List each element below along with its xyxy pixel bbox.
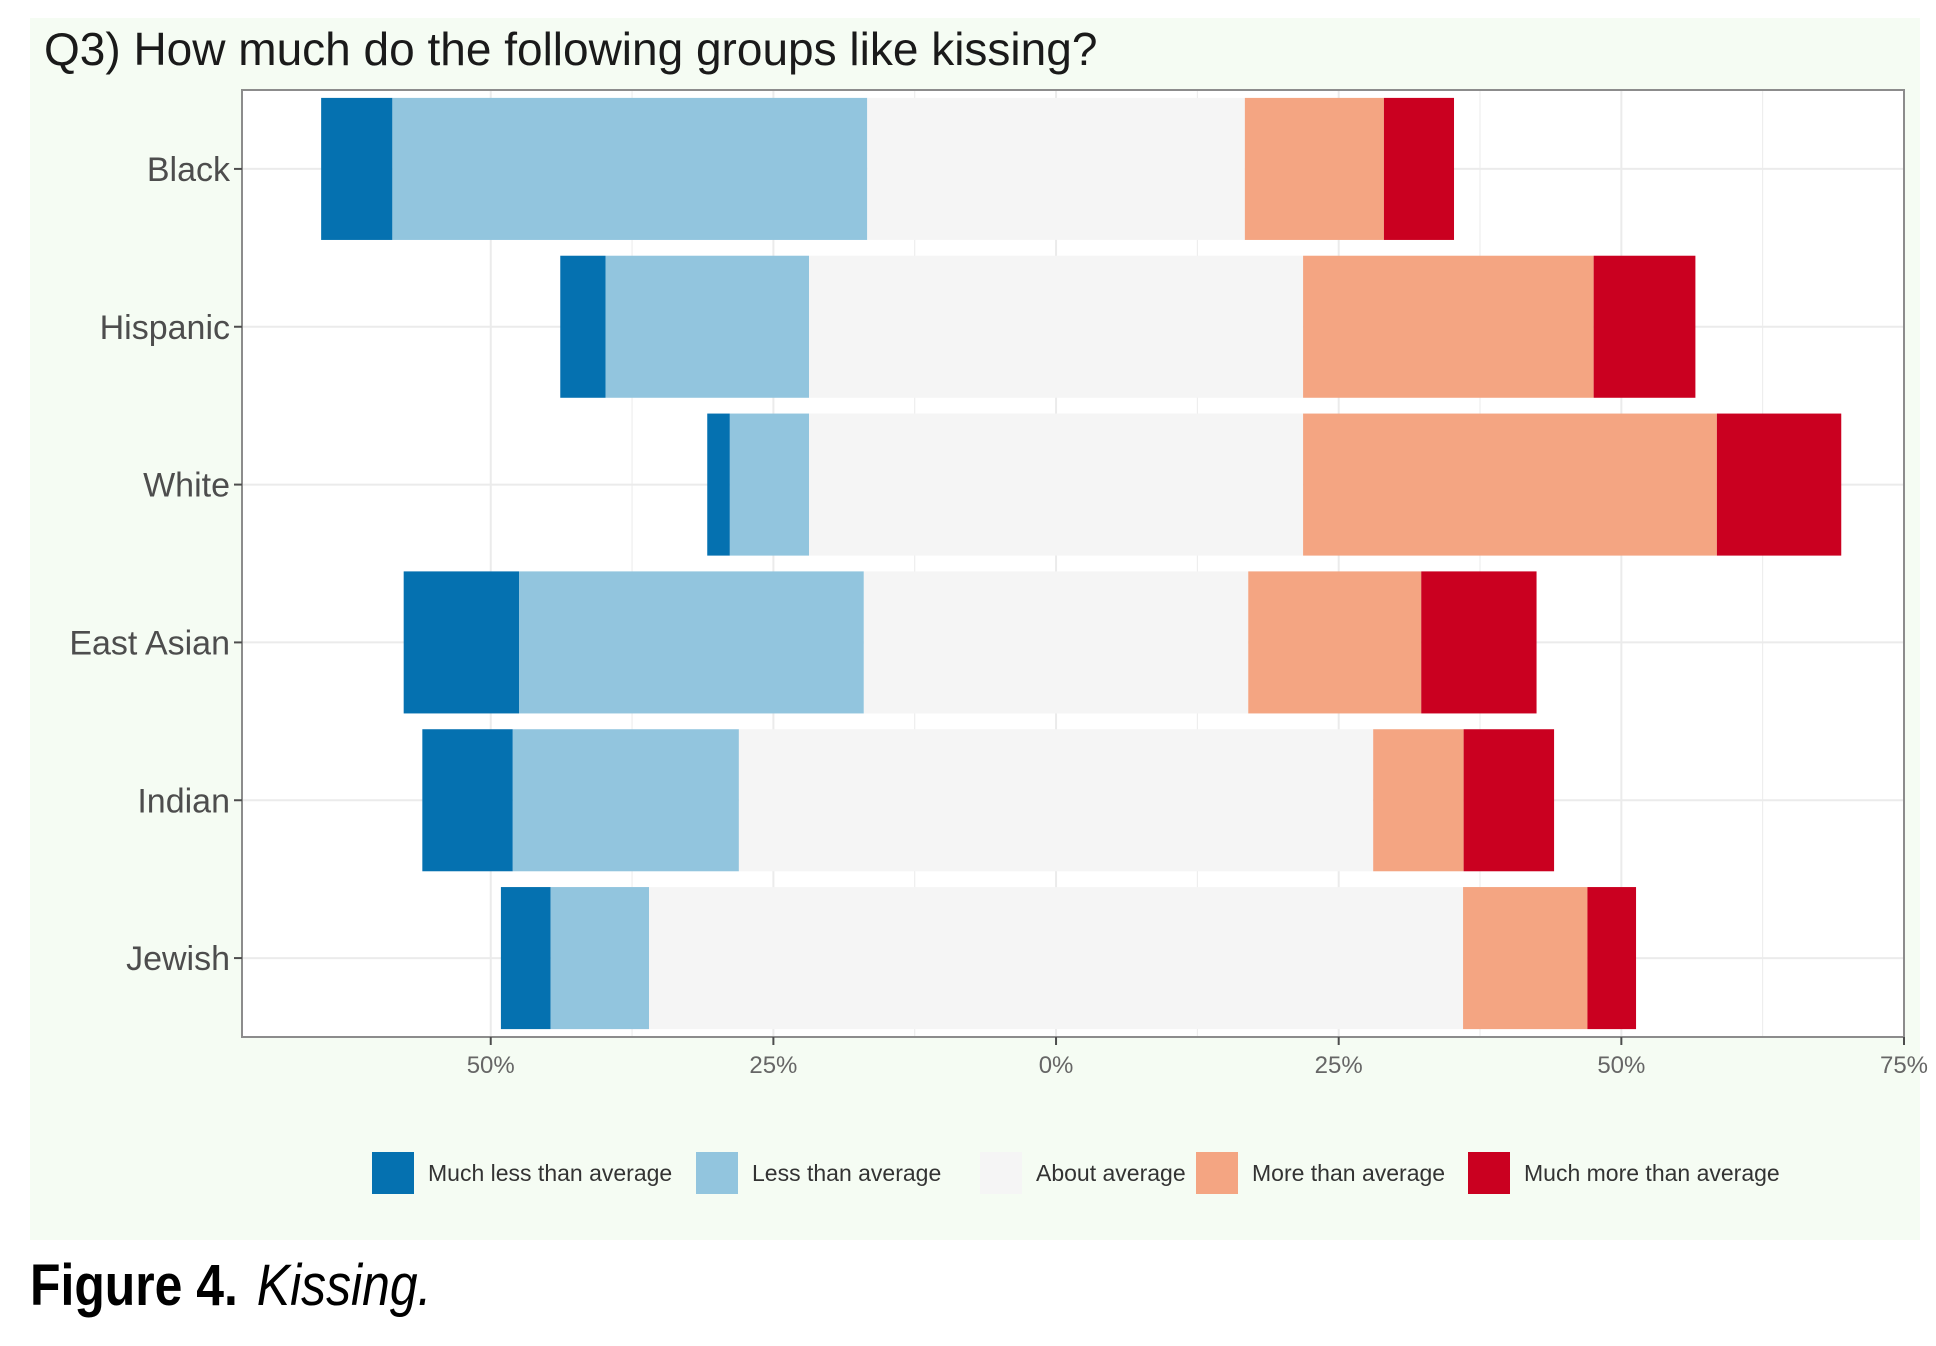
bar-hispanic-series-4	[1303, 255, 1594, 398]
legend-label-5: Much more than average	[1524, 1160, 1780, 1186]
caption-label: Figure 4.	[30, 1253, 238, 1318]
legend-swatch-2	[696, 1152, 738, 1194]
x-tick-label: 25%	[1315, 1052, 1363, 1079]
bar-indian-series-2	[512, 729, 739, 872]
y-tick-label: Jewish	[126, 940, 230, 978]
bar-hispanic-series-2	[605, 255, 810, 398]
legend-label-2: Less than average	[752, 1160, 941, 1186]
bar-east-asian-series-5	[1421, 571, 1537, 714]
bar-hispanic-series-1	[560, 255, 606, 398]
legend-swatch-1	[372, 1152, 414, 1194]
bar-black-series-5	[1383, 97, 1455, 240]
chart-title: Q3) How much do the following groups lik…	[44, 23, 1098, 75]
x-tick-label: 25%	[749, 1052, 797, 1079]
legend-swatch-4	[1196, 1152, 1238, 1194]
plot-background	[242, 90, 1904, 1037]
bar-black-series-1	[321, 97, 393, 240]
bar-indian-series-3	[738, 729, 1374, 872]
legend-label-3: About average	[1036, 1160, 1186, 1186]
y-tick-label: Hispanic	[100, 309, 230, 347]
bar-hispanic-series-5	[1593, 255, 1696, 398]
x-tick-label: 0%	[1039, 1052, 1074, 1079]
figure-caption: Figure 4. Kissing.	[30, 1252, 431, 1319]
y-tick-label: Indian	[137, 782, 230, 820]
bar-jewish-series-5	[1587, 887, 1637, 1030]
bar-hispanic-series-3	[809, 255, 1304, 398]
y-tick-label: Black	[147, 151, 231, 189]
bar-jewish-series-3	[649, 887, 1464, 1030]
x-tick-label: 75%	[1880, 1052, 1928, 1079]
bar-white-series-5	[1716, 413, 1842, 556]
bar-white-series-1	[707, 413, 730, 556]
bar-white-series-4	[1303, 413, 1717, 556]
bar-black-series-2	[392, 97, 868, 240]
bar-jewish-series-1	[500, 887, 551, 1030]
legend-label-1: Much less than average	[428, 1160, 672, 1186]
bar-white-series-3	[809, 413, 1304, 556]
bar-black-series-3	[867, 97, 1245, 240]
bar-east-asian-series-4	[1248, 571, 1422, 714]
bar-black-series-4	[1244, 97, 1384, 240]
bar-east-asian-series-3	[863, 571, 1249, 714]
y-tick-label: East Asian	[69, 624, 230, 662]
bar-jewish-series-2	[550, 887, 650, 1030]
x-tick-label: 50%	[1597, 1052, 1645, 1079]
bar-indian-series-5	[1463, 729, 1555, 872]
bar-jewish-series-4	[1463, 887, 1588, 1030]
x-tick-label: 50%	[467, 1052, 515, 1079]
legend-swatch-3	[980, 1152, 1022, 1194]
plot-border	[241, 89, 1905, 1038]
legend-swatch-5	[1468, 1152, 1510, 1194]
caption-text: Kissing.	[256, 1253, 432, 1318]
bar-indian-series-4	[1373, 729, 1464, 872]
bar-indian-series-1	[422, 729, 513, 872]
legend-label-4: More than average	[1252, 1160, 1445, 1186]
y-tick-label: White	[143, 467, 230, 505]
bar-east-asian-series-1	[403, 571, 519, 714]
bar-white-series-2	[729, 413, 810, 556]
bar-east-asian-series-2	[519, 571, 864, 714]
